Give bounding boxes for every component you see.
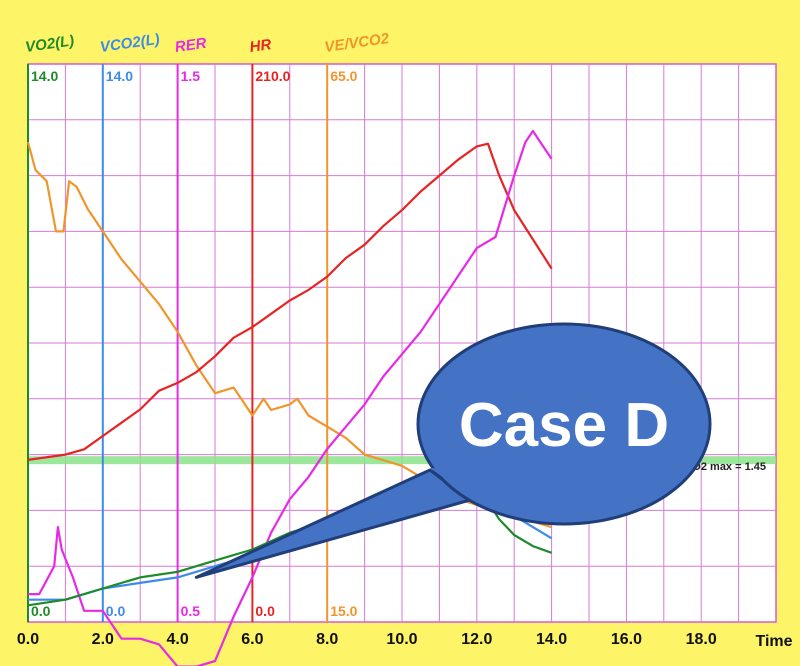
- callout-text: Case D: [459, 391, 669, 460]
- x-tick-label-2: 4.0: [166, 631, 188, 648]
- axis-name-1: VCO2(L): [99, 31, 161, 56]
- axis-name-3: HR: [249, 36, 273, 56]
- x-tick-label-8: 16.0: [611, 631, 642, 648]
- axis-name-0: VO2(L): [24, 32, 75, 56]
- x-tick-label-9: 18.0: [686, 631, 717, 648]
- vo2max-reference-line: [28, 456, 776, 465]
- x-tick-label-7: 14.0: [536, 631, 567, 648]
- axis-name-4: VE/VCO2: [323, 30, 390, 56]
- x-axis-title: Time: [755, 633, 792, 650]
- x-tick-label-6: 12.0: [461, 631, 492, 648]
- x-tick-label-1: 2.0: [92, 631, 114, 648]
- vo2max-reference-label: VO2 max = 1.45: [685, 461, 766, 473]
- grid: [28, 64, 776, 622]
- axis-name-2: RER: [174, 35, 208, 56]
- axis-top-value-2: 1.5: [181, 68, 201, 84]
- axis-bottom-value-1: 0.0: [106, 603, 126, 619]
- axis-top-value-4: 65.0: [330, 68, 357, 84]
- series-line-hr: [27, 142, 553, 461]
- axis-bottom-value-2: 0.5: [181, 603, 201, 619]
- callout-seam: [430, 468, 480, 498]
- axis-top-value-3: 210.0: [255, 68, 290, 84]
- x-tick-label-5: 10.0: [386, 631, 417, 648]
- callout-bubble: [416, 322, 712, 526]
- x-tick-label-4: 8.0: [316, 631, 338, 648]
- axis-bottom-value-0: 0.0: [31, 603, 51, 619]
- series-line-rer: [28, 129, 553, 666]
- axis-bottom-value-4: 15.0: [330, 603, 357, 619]
- axis-top-value-0: 14.0: [31, 68, 58, 84]
- x-tick-label-3: 6.0: [241, 631, 263, 648]
- axis-bottom-value-3: 0.0: [255, 603, 275, 619]
- x-tick-label-0: 0.0: [17, 631, 39, 648]
- axis-top-value-1: 14.0: [106, 68, 133, 84]
